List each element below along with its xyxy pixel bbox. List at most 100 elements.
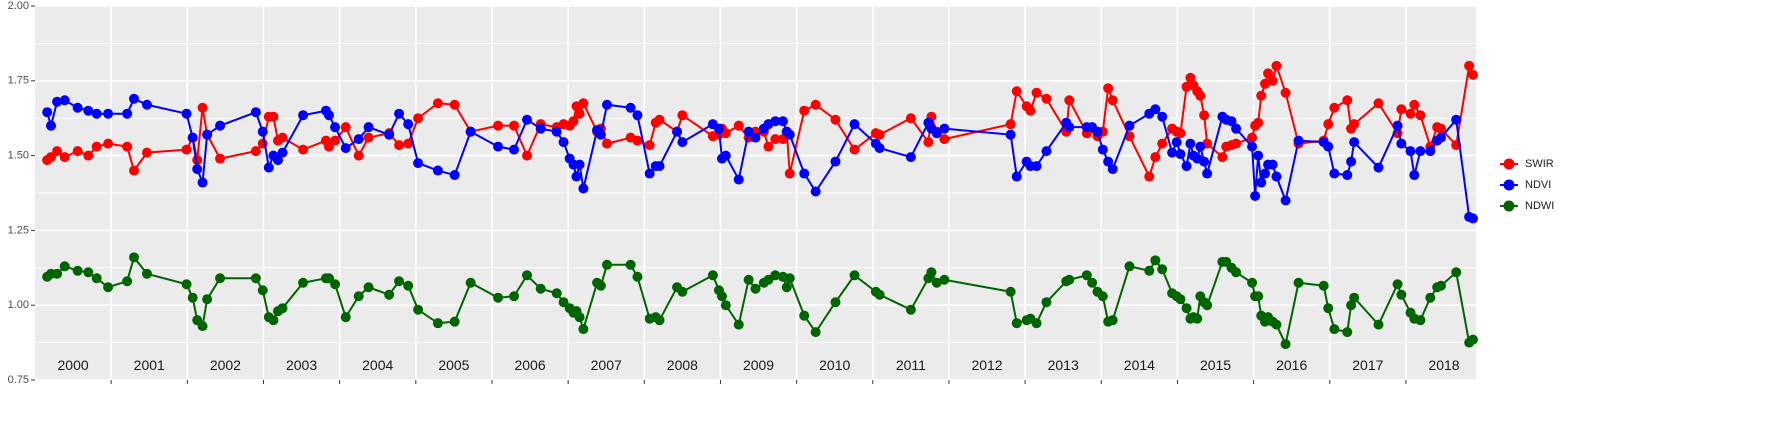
data-point <box>323 273 334 284</box>
data-point <box>1103 83 1114 94</box>
data-point <box>1011 171 1022 182</box>
data-point <box>1435 123 1446 134</box>
data-point <box>1323 119 1334 130</box>
data-point <box>432 318 443 329</box>
year-label: 2015 <box>1200 357 1231 373</box>
data-point <box>874 129 885 140</box>
data-point <box>578 324 589 335</box>
data-point <box>1157 138 1168 149</box>
data-point <box>1031 87 1042 98</box>
data-point <box>799 105 810 116</box>
year-label: 2013 <box>1048 357 1079 373</box>
data-point <box>1231 267 1242 278</box>
data-point <box>1195 90 1206 101</box>
data-point <box>654 315 665 326</box>
data-point <box>716 291 727 302</box>
data-point <box>1041 297 1052 308</box>
data-point <box>763 141 774 152</box>
data-point <box>743 274 754 285</box>
data-point <box>733 174 744 185</box>
data-point <box>632 135 643 146</box>
data-point <box>122 108 133 119</box>
data-point <box>522 150 533 161</box>
data-point <box>770 116 781 127</box>
data-point <box>574 108 585 119</box>
data-point <box>1185 72 1196 83</box>
y-tick-label: 2.00 <box>8 0 29 12</box>
data-point <box>268 315 279 326</box>
data-point <box>1150 104 1161 115</box>
data-point <box>1415 315 1426 326</box>
data-point <box>644 168 655 179</box>
data-point <box>784 273 795 284</box>
data-point <box>781 282 792 293</box>
data-point <box>522 114 533 125</box>
data-point <box>250 146 261 157</box>
data-point <box>1231 123 1242 134</box>
y-tick-label: 1.50 <box>8 150 29 162</box>
legend-marker <box>1503 179 1515 191</box>
data-point <box>1144 265 1155 276</box>
data-point <box>403 280 414 291</box>
data-point <box>250 107 261 118</box>
year-label: 2005 <box>438 357 469 373</box>
data-point <box>197 177 208 188</box>
data-point <box>926 267 937 278</box>
data-point <box>141 147 152 158</box>
data-point <box>1271 60 1282 71</box>
legend-label: SWIR <box>1525 158 1554 170</box>
data-point <box>1181 161 1192 172</box>
series-line <box>46 62 1474 180</box>
data-point <box>353 150 364 161</box>
data-point <box>574 312 585 323</box>
data-point <box>874 289 885 300</box>
data-point <box>353 134 364 145</box>
data-point <box>578 98 589 109</box>
data-point <box>574 159 585 170</box>
data-point <box>1247 132 1258 143</box>
data-point <box>91 108 102 119</box>
data-point <box>632 110 643 121</box>
data-point <box>1409 170 1420 181</box>
year-label: 2016 <box>1276 357 1307 373</box>
legend-marker <box>1503 200 1515 212</box>
data-point <box>1103 156 1114 167</box>
legend-label: NDVI <box>1525 179 1551 191</box>
data-point <box>770 134 781 145</box>
y-tick-label: 1.25 <box>8 224 29 236</box>
data-point <box>810 186 821 197</box>
year-label: 2012 <box>971 357 1002 373</box>
data-point <box>654 114 665 125</box>
data-point <box>187 292 198 303</box>
data-point <box>59 152 70 163</box>
data-point <box>733 319 744 330</box>
data-point <box>1405 108 1416 119</box>
y-tick-label: 1.75 <box>8 75 29 87</box>
data-point <box>551 288 562 299</box>
data-point <box>1392 120 1403 131</box>
data-point <box>72 102 83 113</box>
data-point <box>432 98 443 109</box>
data-point <box>394 276 405 287</box>
data-point <box>413 304 424 315</box>
data-point <box>103 138 114 149</box>
data-point <box>394 108 405 119</box>
data-point <box>1150 255 1161 266</box>
data-point <box>1144 171 1155 182</box>
y-tick-label: 0.75 <box>8 374 29 386</box>
data-point <box>83 267 94 278</box>
data-point <box>535 283 546 294</box>
data-point <box>91 141 102 152</box>
data-point <box>340 122 351 133</box>
data-point <box>672 126 683 137</box>
data-point <box>1464 60 1475 71</box>
data-point <box>558 297 569 308</box>
data-point <box>1167 147 1178 158</box>
data-point <box>413 158 424 169</box>
data-point <box>403 138 414 149</box>
data-point <box>72 265 83 276</box>
data-point <box>1425 292 1436 303</box>
data-point <box>743 126 754 137</box>
data-point <box>1064 274 1075 285</box>
data-point <box>849 119 860 130</box>
